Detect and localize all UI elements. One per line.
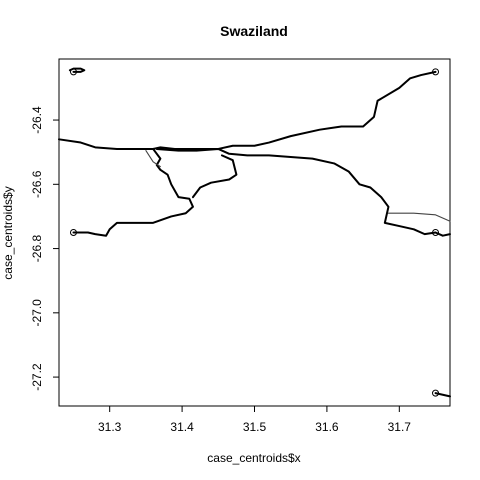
y-tick-label: -26.8 (30, 235, 44, 263)
series-line-6 (387, 212, 451, 222)
chart-title: Swaziland (220, 23, 288, 39)
data-point-1 (69, 68, 77, 76)
x-axis-label: case_centroids$x (207, 451, 300, 465)
x-tick-label: 31.4 (170, 420, 194, 434)
x-tick-label: 31.5 (243, 420, 267, 434)
series-line-2 (72, 147, 194, 237)
x-tick-label: 31.6 (315, 420, 339, 434)
x-tick-label: 31.7 (388, 420, 412, 434)
plot-area (58, 58, 451, 407)
data-point-5 (432, 389, 440, 397)
y-tick-label: -26.6 (30, 170, 44, 198)
y-tick-label: -27.2 (30, 363, 44, 391)
series-line-3 (155, 147, 451, 237)
y-axis: -26.4 -26.6 -26.8 -27.0 -27.2 (30, 106, 59, 391)
series-line-4 (191, 154, 238, 199)
series-line-8 (434, 392, 451, 398)
data-point-2 (432, 68, 440, 76)
series-line-5 (145, 150, 161, 168)
x-tick-label: 31.3 (98, 420, 122, 434)
data-point-3 (69, 229, 77, 236)
y-axis-label: case_centroids$y (1, 186, 15, 279)
plot-frame (58, 58, 451, 407)
y-tick-label: -26.4 (30, 106, 44, 134)
data-point-4 (432, 229, 440, 236)
y-tick-label: -27.0 (30, 299, 44, 327)
x-axis: 31.3 31.4 31.5 31.6 31.7 (98, 406, 411, 434)
series-line-1 (58, 70, 437, 150)
